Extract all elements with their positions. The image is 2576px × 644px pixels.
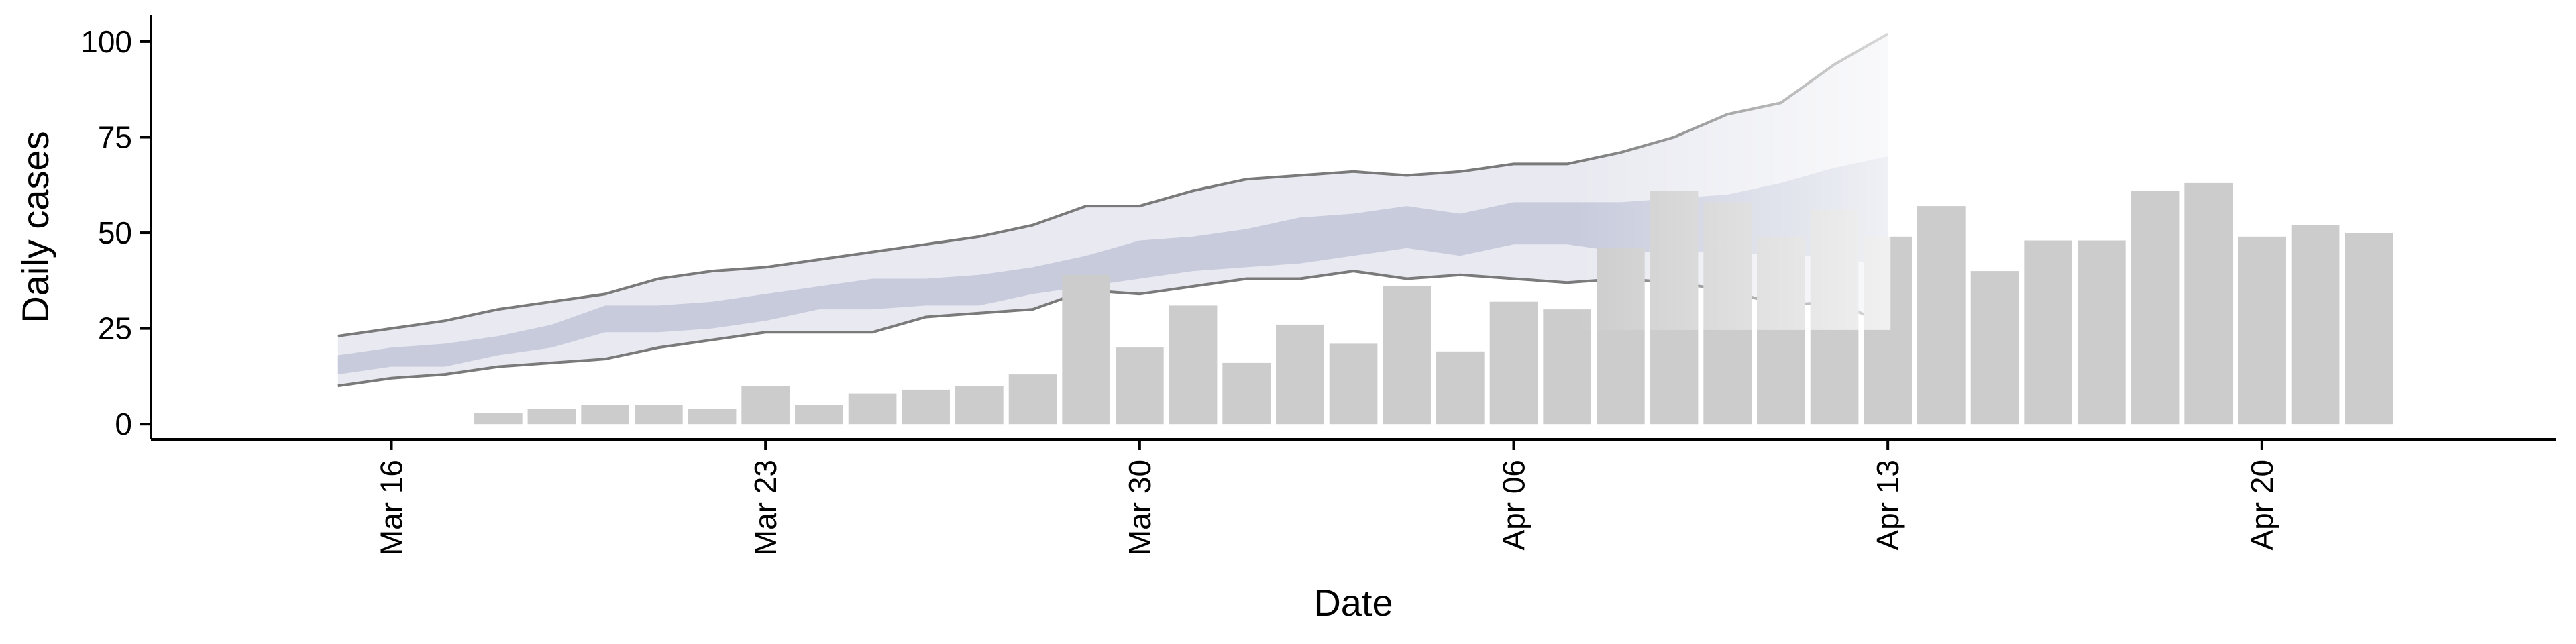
- bar: [2238, 236, 2286, 425]
- y-tick-label: 25: [98, 311, 132, 346]
- bar: [527, 409, 576, 425]
- bar: [2078, 240, 2126, 425]
- x-tick-label: Mar 16: [374, 460, 409, 555]
- fade-overlay: [1193, 30, 1891, 330]
- x-tick-label: Mar 30: [1122, 460, 1157, 555]
- bar: [741, 386, 790, 425]
- bar: [2291, 225, 2340, 425]
- bar: [474, 413, 523, 425]
- x-tick-label: Apr 13: [1870, 460, 1905, 551]
- axes: 0 25 50 75 100 Mar 16 Mar 23 Mar 30 Apr 06 Apr 13…: [80, 15, 2556, 555]
- bar: [902, 389, 950, 425]
- x-tick-label: Apr 20: [2245, 460, 2279, 551]
- bar: [1008, 374, 1057, 425]
- bar: [1222, 362, 1271, 425]
- bar: [1329, 343, 1378, 425]
- bar: [1970, 271, 2019, 425]
- y-axis-title: Daily cases: [14, 131, 56, 323]
- bar: [2131, 191, 2180, 425]
- bar: [1436, 351, 1485, 425]
- bar: [1276, 324, 1324, 425]
- bar: [581, 405, 629, 425]
- bar: [2345, 233, 2393, 425]
- x-tick-label: Apr 06: [1497, 460, 1532, 551]
- y-tick-label: 0: [115, 407, 132, 441]
- x-tick-label: Mar 23: [748, 460, 783, 555]
- bar: [688, 409, 737, 425]
- projection-fade-overlay: [1193, 30, 1891, 330]
- bar: [2184, 182, 2233, 425]
- bar: [955, 386, 1004, 425]
- bar: [1917, 206, 1966, 425]
- outer-band-area: [337, 34, 1888, 386]
- x-axis-title: Date: [1313, 582, 1393, 624]
- bar: [795, 405, 843, 425]
- bar: [1116, 347, 1164, 425]
- y-tick-label: 50: [98, 215, 132, 250]
- projection-band-outer: [337, 34, 1888, 386]
- bar: [635, 405, 683, 425]
- bar: [1062, 274, 1110, 425]
- y-tick-label: 75: [98, 119, 132, 154]
- y-tick-label: 100: [80, 24, 132, 59]
- bar: [848, 393, 897, 425]
- bar: [2024, 240, 2072, 425]
